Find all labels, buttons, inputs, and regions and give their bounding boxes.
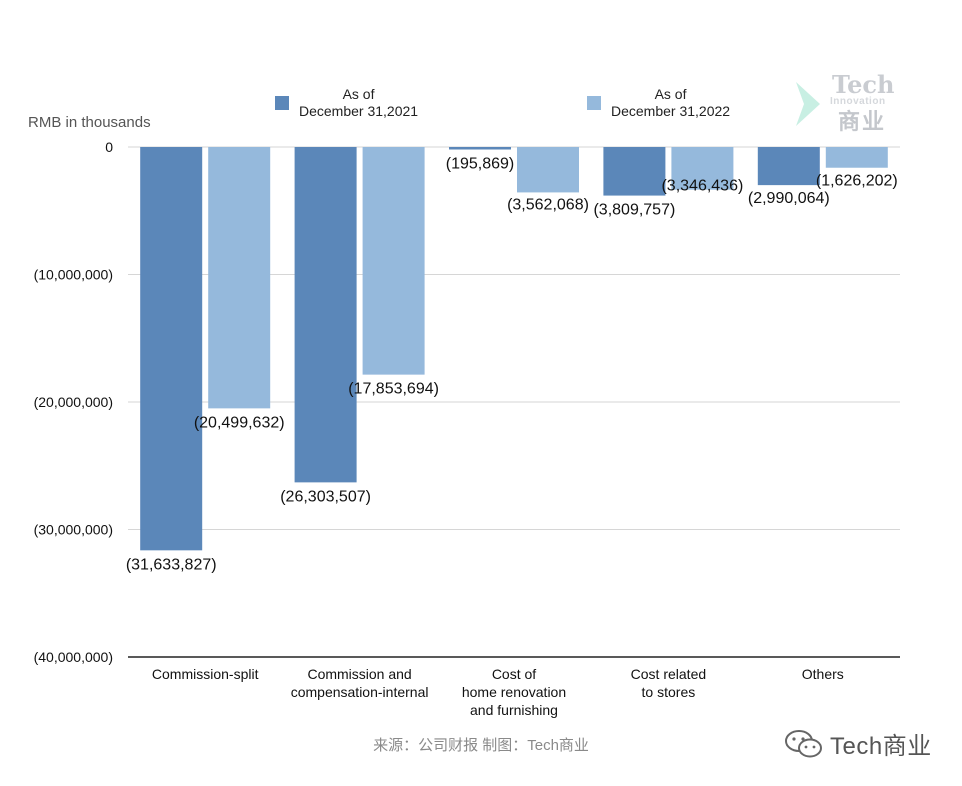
- legend-item-2022: As of December 31,2022: [587, 86, 730, 120]
- data-label: (26,303,507): [280, 488, 371, 505]
- watermark-innovation: Innovation: [830, 96, 886, 107]
- data-label: (17,853,694): [348, 381, 439, 398]
- tech-business-watermark-logo: Tech Innovation 商业: [790, 70, 900, 134]
- y-tick-label: (40,000,000): [34, 649, 113, 665]
- x-tick-label: Others: [802, 666, 844, 682]
- bar-2021-3: [603, 147, 666, 196]
- x-tick-label: Commission and compensation-internal: [291, 666, 429, 700]
- y-tick-label: (30,000,000): [34, 522, 113, 538]
- data-label: (1,626,202): [816, 173, 898, 190]
- bar-2021-2: [449, 147, 511, 150]
- x-tick-label: Cost of home renovation and furnishing: [462, 666, 566, 718]
- legend-label-2022: As of December 31,2022: [611, 86, 731, 119]
- wechat-icon: [785, 729, 822, 757]
- y-axis-unit-label: RMB in thousands: [28, 114, 151, 131]
- bar-2022-3: [671, 147, 734, 190]
- legend-swatch-2021: [275, 96, 289, 110]
- data-label: (31,633,827): [126, 556, 217, 573]
- arrow-icon: [796, 82, 820, 126]
- data-label: (2,990,064): [748, 190, 830, 207]
- data-label: (3,346,436): [661, 178, 743, 195]
- watermark-business: 商业: [838, 109, 887, 134]
- watermark-tech: Tech: [832, 70, 895, 99]
- y-tick-label: 0: [105, 139, 113, 155]
- legend-label-2021: As of December 31,2021: [299, 86, 419, 119]
- wechat-account: Tech商业: [782, 726, 932, 761]
- data-label: (20,499,632): [194, 414, 285, 431]
- legend-swatch-2022: [587, 96, 601, 110]
- x-tick-label: Commission-split: [152, 666, 259, 682]
- data-label: (3,809,757): [593, 202, 675, 219]
- data-label: (3,562,068): [507, 196, 589, 213]
- y-tick-label: (20,000,000): [34, 394, 113, 410]
- bar-2022-2: [517, 147, 579, 193]
- x-tick-label: Cost related to stores: [631, 666, 706, 700]
- wechat-account-name: Tech商业: [830, 733, 932, 760]
- data-label: (195,869): [446, 155, 515, 172]
- bar-2021-4: [757, 147, 820, 186]
- bar-2021-0: [140, 147, 203, 551]
- source-caption: 来源：公司财报 制图：Tech商业: [373, 737, 589, 754]
- y-tick-label: (10,000,000): [34, 267, 113, 283]
- bar-2022-0: [208, 147, 271, 409]
- legend-item-2021: As of December 31,2021: [275, 86, 418, 120]
- bar-2021-1: [294, 147, 357, 483]
- bar-2022-1: [362, 147, 425, 375]
- bar-2022-4: [825, 147, 888, 168]
